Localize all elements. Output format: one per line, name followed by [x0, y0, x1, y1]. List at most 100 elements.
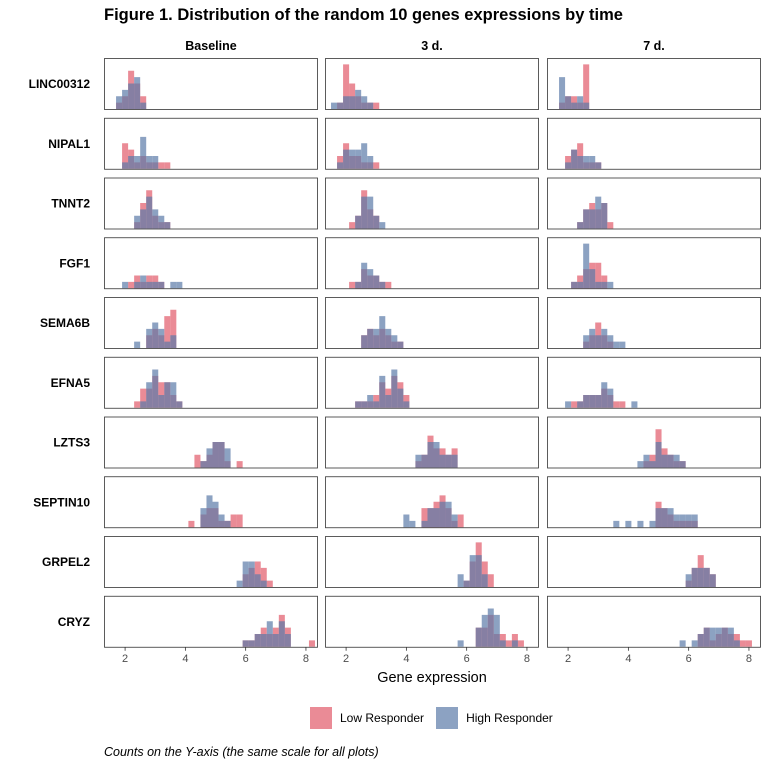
bar-high: [571, 102, 578, 109]
bar-high: [409, 520, 416, 528]
bar-high: [643, 454, 650, 468]
bar-high: [343, 149, 350, 169]
bar-high: [685, 514, 692, 528]
bar-low: [308, 640, 315, 647]
bar-high: [679, 461, 686, 468]
bar-low: [349, 281, 356, 289]
legend-item-low: Low Responder: [310, 707, 424, 729]
bar-high: [331, 102, 338, 109]
bar-high: [601, 328, 608, 348]
bar-high: [158, 328, 165, 348]
bar-high: [439, 501, 446, 528]
bar-high: [242, 640, 249, 647]
facet-row-label: SEMA6B: [40, 316, 90, 330]
panel-border: [104, 356, 318, 409]
bar-high: [170, 281, 177, 289]
bar-high: [128, 156, 135, 169]
bar-high: [673, 454, 680, 468]
bar-high: [164, 382, 171, 408]
bar-high: [260, 580, 267, 587]
bar-high: [577, 156, 584, 169]
bar-low: [158, 162, 165, 169]
bar-high: [649, 461, 656, 468]
bar-low: [164, 162, 171, 169]
bar-high: [595, 335, 602, 348]
facet-row-label: SEPTIN10: [33, 495, 90, 509]
bar-high: [176, 281, 183, 289]
bar-high: [212, 442, 219, 468]
bar-high: [457, 640, 464, 647]
bar-high: [487, 608, 494, 647]
facet-row-label: LINC00312: [29, 77, 91, 91]
bar-high: [433, 442, 440, 468]
bar-high: [278, 621, 285, 647]
bar-high: [691, 567, 698, 587]
bar-high: [631, 401, 638, 408]
panel-border: [547, 476, 761, 529]
bar-high: [206, 495, 213, 528]
bar-high: [385, 328, 392, 348]
bar-high: [355, 401, 362, 408]
bar-high: [595, 196, 602, 229]
bar-high: [242, 561, 249, 587]
bar-high: [224, 520, 231, 528]
bar-low: [517, 640, 524, 647]
bar-high: [361, 96, 368, 109]
bar-high: [248, 640, 255, 647]
bar-high: [403, 514, 410, 528]
bar-high: [152, 369, 159, 408]
facet-row-label: NIPAL1: [48, 137, 90, 151]
bar-high: [583, 335, 590, 348]
bar-high: [715, 627, 722, 647]
bar-high: [254, 634, 261, 647]
bar-high: [254, 574, 261, 587]
bar-low: [164, 316, 171, 348]
bar-high: [667, 508, 674, 528]
bar-low: [745, 640, 752, 647]
panel-border: [325, 356, 539, 409]
panel-border: [547, 117, 761, 170]
bar-high: [248, 561, 255, 587]
bar-high: [260, 634, 267, 647]
bar-high: [361, 196, 368, 229]
bar-high: [661, 454, 668, 468]
legend-item-high: High Responder: [436, 707, 553, 729]
bar-high: [337, 162, 344, 169]
facet-col-label: 7 d.: [643, 39, 665, 53]
bar-high: [421, 520, 428, 528]
bar-high: [343, 96, 350, 109]
panel-border: [104, 58, 318, 110]
bar-high: [391, 335, 398, 348]
bar-high: [128, 83, 135, 109]
panel-border: [104, 297, 318, 349]
bar-high: [134, 77, 141, 109]
legend-swatch-high: [436, 707, 459, 729]
bar-high: [134, 281, 141, 289]
bar-high: [373, 328, 380, 348]
bar-low: [128, 281, 135, 289]
bar-high: [565, 96, 572, 109]
x-tick-label: 8: [524, 653, 530, 665]
bar-high: [122, 281, 129, 289]
x-tick-label: 8: [303, 653, 309, 665]
bar-high: [379, 316, 386, 348]
bar-high: [355, 215, 362, 229]
bar-high: [206, 448, 213, 468]
bar-low: [607, 222, 614, 229]
bar-high: [355, 89, 362, 109]
bar-high: [589, 328, 596, 348]
panel-border: [104, 237, 318, 290]
bar-high: [613, 341, 620, 348]
bar-high: [445, 501, 452, 528]
bar-low: [583, 64, 590, 109]
bar-high: [236, 580, 243, 587]
bar-low: [421, 508, 428, 528]
bar-high: [559, 77, 566, 109]
legend: Low Responder High Responder: [310, 707, 565, 729]
bar-high: [571, 281, 578, 289]
bar-high: [415, 454, 422, 468]
panel-border: [547, 536, 761, 588]
bar-high: [397, 388, 404, 408]
bar-high: [146, 196, 153, 229]
